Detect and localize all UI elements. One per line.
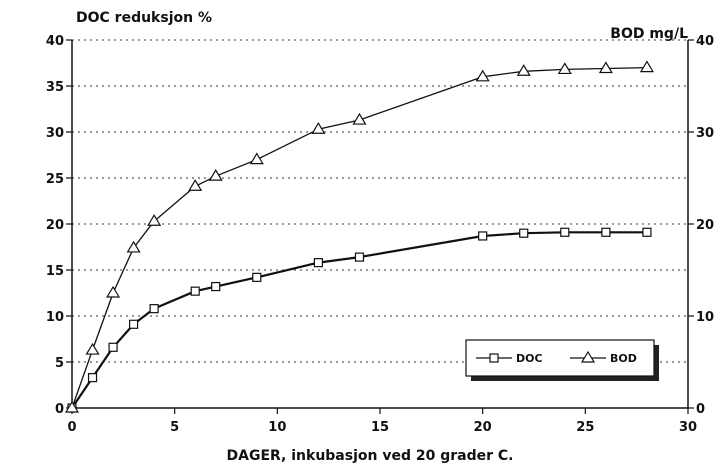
y-left-tick-label: 0 [55, 402, 64, 417]
doc-point [252, 272, 262, 282]
doc-point [211, 281, 221, 292]
bod-point [598, 61, 613, 74]
x-tick-label: 5 [170, 420, 179, 435]
doc-point [149, 304, 159, 314]
x-tick-label: 15 [371, 420, 389, 435]
legend-label: DOC [516, 352, 543, 365]
y-left-tick-label: 10 [46, 310, 64, 325]
y-left-tick-label: 40 [46, 34, 64, 49]
x-tick-label: 20 [474, 420, 492, 435]
doc-point [601, 227, 611, 237]
x-tick-label: 25 [576, 420, 594, 435]
bod-point [188, 179, 203, 191]
bod-point [126, 240, 141, 253]
bod-point [85, 342, 100, 355]
x-tick-label: 0 [67, 420, 76, 435]
bod-point [516, 64, 531, 76]
legend: DOC BOD [465, 339, 659, 381]
grid-lines [72, 39, 688, 363]
doc-point [478, 231, 488, 241]
axes [66, 39, 694, 414]
doc-point [519, 228, 529, 238]
doc-point [560, 227, 570, 237]
x-tick-label: 10 [268, 420, 286, 435]
legend-label: BOD [610, 352, 637, 365]
bod-point [475, 69, 490, 82]
y-left-tick-label: 25 [46, 172, 64, 187]
y-right-tick-label: 10 [696, 310, 714, 325]
bod-point [208, 168, 223, 181]
bod-point [106, 285, 121, 298]
bod-point [311, 122, 326, 134]
y-left-tick-label: 15 [46, 264, 64, 279]
series-layer [64, 60, 654, 413]
bod-point [147, 214, 162, 226]
bod-point [557, 62, 572, 75]
doc-point [489, 353, 499, 363]
doc-point [129, 319, 139, 329]
doc-point [642, 227, 652, 237]
y-left-tick-label: 30 [46, 126, 64, 141]
bod-point [64, 400, 80, 413]
y-right-tick-label: 30 [696, 126, 714, 141]
y-right-tick-label: 20 [696, 218, 714, 233]
bod-point [580, 350, 596, 363]
x-axis-title: DAGER, inkubasjon ved 20 grader C. [227, 448, 514, 464]
x-tick-label: 30 [679, 420, 697, 435]
bod-point [352, 112, 367, 125]
bod-point [639, 60, 654, 73]
y-right-tick-label: 40 [696, 34, 714, 49]
doc-point [108, 342, 118, 352]
y-left-tick-label: 35 [46, 80, 64, 95]
bod-point [249, 152, 264, 165]
doc-point [190, 286, 200, 296]
y-left-tick-label: 20 [46, 218, 64, 233]
doc-point [87, 373, 98, 383]
doc-point [354, 252, 365, 262]
y-left-tick-label: 5 [55, 356, 64, 371]
doc-point [313, 258, 323, 268]
y-axis-left-title: DOC reduksjon % [76, 10, 212, 26]
tick-labels: 0 5 10 15 20 25 30 0 5 10 15 20 25 30 35 40 0 10 20 30 40 [46, 34, 714, 435]
y-axis-right-title: BOD mg/L [610, 26, 688, 42]
y-right-tick-label: 0 [696, 402, 705, 417]
